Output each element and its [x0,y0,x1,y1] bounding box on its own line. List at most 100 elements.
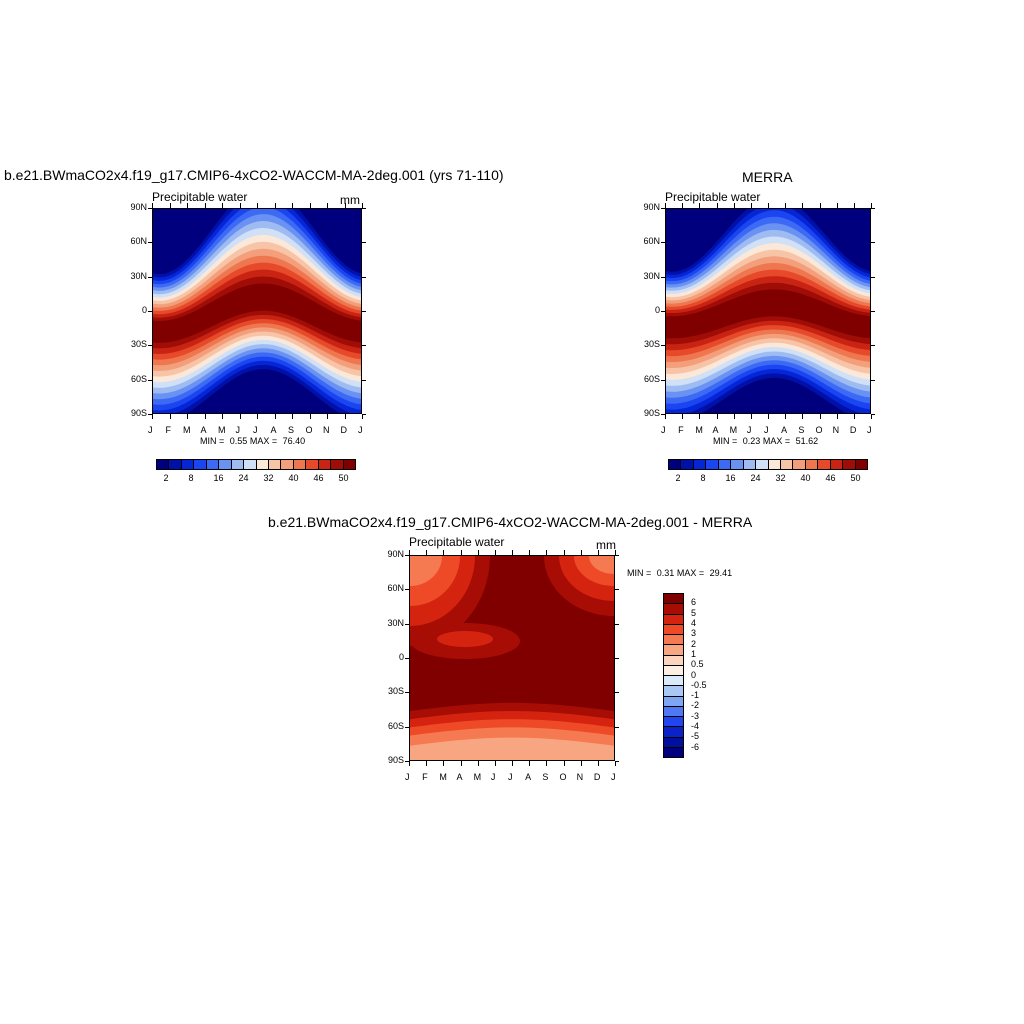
colorbar-swatch [281,460,294,469]
p2-xtick-mark [768,203,769,208]
p2-ytick-mark [661,311,665,312]
contour-band [153,283,361,343]
p2-xtick-mark [682,414,684,419]
p3-ytick-label: 60S [387,720,404,731]
colorbar-swatch [231,460,245,469]
p2-xtick-mark [853,203,855,208]
p3-ytick-label: 30S [387,686,404,697]
p2-xtick-label: N [832,425,840,435]
p3-xtick-mark [597,761,599,766]
panel3-minmax: MIN = 0.31 MAX = 29.41 [627,568,732,578]
colorbar-swatch [805,460,819,469]
colorbar-swatch [664,686,683,697]
p3-xtick-mark [426,550,428,555]
p1-ytick-label: 0 [141,305,147,315]
colorbar-swatch [731,460,744,469]
p3-xtick-mark [615,550,616,555]
p1-xtick-label: M [183,425,191,435]
p1-xtick-mark [257,414,258,419]
p2-xtick-mark [665,414,666,419]
p2-xtick-mark [853,414,855,419]
p3-ytick-mark [405,726,409,728]
p3-xtick-mark [597,550,599,555]
p2-xtick-mark [733,203,735,208]
p1-ytick-mark [362,379,366,381]
colorbar-tick-label: -2 [691,700,700,711]
p1-xtick-mark [274,414,276,419]
p1-ytick-mark [362,208,366,209]
colorbar-swatch [843,460,856,469]
p2-xtick-mark [871,203,872,208]
p2-ytick-label: 90S [643,408,660,418]
colorbar-swatch [664,604,683,615]
p3-xtick-label: N [576,772,584,782]
panel1-minmax: MIN = 0.55 MAX = 76.40 [200,436,305,446]
p2-xtick-mark [871,414,872,419]
panel2-min-value: 0.23 [742,436,761,446]
p1-xtick-label: N [323,425,330,435]
colorbar-swatch [343,460,355,469]
p1-xtick-mark [362,414,363,419]
p1-xtick-mark [187,414,188,419]
p1-xtick-label: D [340,425,348,435]
p2-ytick-mark [661,276,665,278]
contour-fill [153,209,361,413]
panel2-colorbar [668,459,868,470]
p3-xtick-mark [512,550,513,555]
p3-ytick-mark [615,692,619,694]
p3-xtick-mark [563,550,565,555]
panel3-max-value: 29.41 [709,568,733,578]
p3-xtick-mark [529,761,531,766]
p1-xtick-mark [204,203,206,208]
p1-xtick-label: J [235,425,241,435]
panel1-colorbar [156,459,356,470]
p1-xtick-mark [239,203,241,208]
p2-ytick-mark [871,276,875,278]
p3-ytick-mark [405,761,409,762]
colorbar-tick-label: 5 [691,607,697,618]
p3-ytick-label: 90N [387,549,404,559]
colorbar-tick-label: 40 [288,473,299,483]
p2-xtick-mark [836,203,838,208]
p2-xtick-label: J [764,425,769,435]
panel1-heatmap [152,208,362,414]
colorbar-tick-label: 32 [775,473,786,483]
p2-xtick-mark [750,414,752,419]
p2-xtick-label: A [712,425,719,435]
colorbar-swatch [718,460,732,469]
p2-xtick-label: J [746,425,752,435]
p3-xtick-label: M [439,772,447,782]
p2-ytick-label: 60S [643,373,660,384]
colorbar-swatch [793,460,806,469]
panel3-heatmap [409,555,615,761]
p3-xtick-mark [460,550,462,555]
panel2-min-label: MIN = [713,436,738,446]
colorbar-swatch [194,460,207,469]
colorbar-tick-label: 3 [691,628,697,639]
colorbar-tick-label: 4 [691,617,697,628]
colorbar-tick-label: -6 [691,741,700,752]
p2-ytick-mark [871,379,875,381]
p3-xtick-mark [512,761,513,766]
colorbar-swatch [780,460,794,469]
panel1-variable-label: Precipitable water [152,190,248,204]
p2-xtick-mark [785,414,787,419]
p3-xtick-mark [477,761,479,766]
p3-ytick-label: 90S [387,755,404,765]
panel1-max-value: 76.40 [282,436,306,446]
p3-xtick-mark [563,761,565,766]
p1-xtick-mark [327,414,328,419]
panel2-max-value: 51.62 [795,436,819,446]
colorbar-tick-label: -5 [691,731,700,742]
p1-ytick-mark [148,242,152,244]
panel1-min-value: 0.55 [229,436,248,446]
colorbar-swatch [664,696,683,707]
p2-ytick-mark [871,414,875,415]
p2-xtick-label: O [815,425,823,435]
p2-ytick-mark [661,208,665,209]
colorbar-swatch [331,460,344,469]
p1-xtick-mark [204,414,206,419]
panel3-variable-label: Precipitable water [409,535,505,549]
panel1-max-label: MAX = [249,436,278,446]
colorbar-swatch [756,460,769,469]
